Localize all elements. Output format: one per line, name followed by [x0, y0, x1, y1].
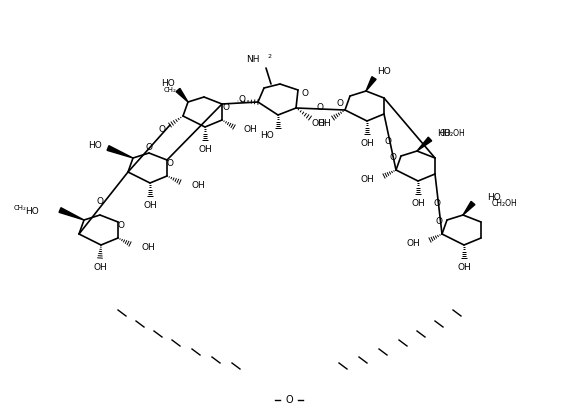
- Text: OH: OH: [143, 201, 157, 209]
- Text: NH: NH: [247, 56, 260, 64]
- Text: O: O: [118, 221, 124, 229]
- Text: OH: OH: [360, 138, 374, 148]
- Polygon shape: [176, 88, 188, 102]
- Text: O: O: [285, 395, 293, 405]
- Text: O: O: [167, 158, 174, 168]
- Text: O: O: [239, 95, 245, 104]
- Text: CH₂: CH₂: [13, 205, 27, 211]
- Text: O: O: [302, 89, 309, 99]
- Polygon shape: [366, 76, 376, 91]
- Text: O: O: [435, 217, 442, 225]
- Text: CH₂OH: CH₂OH: [492, 199, 518, 209]
- Text: O: O: [317, 102, 324, 112]
- Text: OH: OH: [406, 240, 420, 248]
- Text: OH: OH: [318, 118, 332, 127]
- Text: OH: OH: [198, 145, 212, 153]
- Text: HO: HO: [377, 67, 391, 76]
- Text: OH: OH: [312, 118, 325, 127]
- Text: HO: HO: [487, 194, 501, 202]
- Text: O: O: [222, 102, 229, 112]
- Text: HO: HO: [437, 130, 451, 138]
- Polygon shape: [463, 201, 475, 215]
- Text: 2: 2: [267, 54, 271, 59]
- Text: HO: HO: [88, 140, 102, 150]
- Polygon shape: [417, 137, 432, 151]
- Text: CH₂: CH₂: [163, 87, 176, 93]
- Text: OH: OH: [457, 263, 471, 272]
- Text: O: O: [145, 143, 152, 153]
- Text: OH: OH: [93, 263, 107, 272]
- Text: OH: OH: [141, 244, 155, 252]
- Polygon shape: [107, 146, 133, 158]
- Text: O: O: [434, 199, 441, 209]
- Polygon shape: [59, 208, 84, 220]
- Text: HO: HO: [260, 132, 274, 140]
- Text: OH: OH: [360, 176, 374, 184]
- Text: O: O: [159, 125, 166, 135]
- Text: HO: HO: [161, 79, 175, 89]
- Text: O: O: [384, 138, 391, 146]
- Text: CH₂OH: CH₂OH: [440, 130, 466, 138]
- Text: O: O: [336, 99, 343, 109]
- Text: HO: HO: [25, 207, 39, 217]
- Text: OH: OH: [411, 199, 425, 207]
- Text: O: O: [390, 153, 397, 161]
- Text: O: O: [97, 197, 104, 206]
- Text: OH: OH: [192, 181, 206, 191]
- Text: OH: OH: [244, 125, 258, 135]
